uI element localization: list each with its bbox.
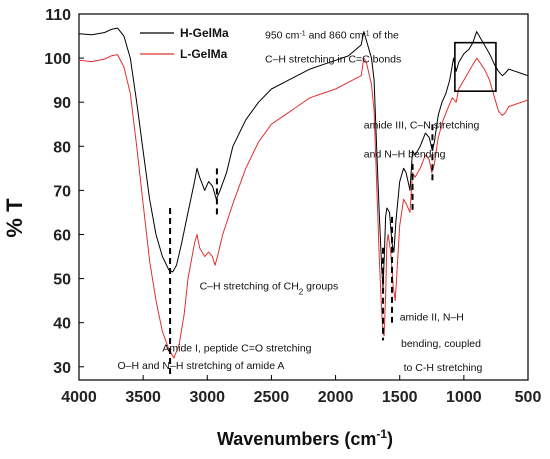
y-tick-label: 60 [53,227,71,244]
annotation-text: bending, coupled [401,338,481,350]
y-tick-label: 40 [53,316,71,333]
x-axis-title: Wavenumbers (cm-1) [217,427,393,449]
annotation-text: to C-H stretching [404,362,483,374]
x-tick-label: 1500 [382,389,418,406]
legend-label: L-GelMa [180,47,228,61]
top-annotation-line1: 950 cm-1 and 860 cm-1 of the [265,29,399,41]
highlight-box [454,41,497,92]
x-tick-label: 2000 [318,389,354,406]
annotations: O–H and N–H stretching of amide A C–H str… [117,29,497,374]
annotation-text: C–H stretching of CH2 groups [200,281,339,297]
y-axis-title: % T [2,198,27,238]
y-tick-label: 70 [53,183,71,200]
legend-label: H-GelMa [180,26,229,40]
annotation-text: amide III, C–N stretching [364,120,480,132]
y-tick-label: 110 [45,7,71,24]
y-tick-label: 90 [53,95,71,112]
x-axis: 4000 3500 3000 2500 2000 1500 1000 500 [61,375,541,406]
annotation-text: and N–H bending [364,148,446,160]
x-tick-label: 4000 [61,389,97,406]
top-annotation-line2: C–H stretching in C=C bonds [265,54,401,66]
y-tick-label: 30 [53,360,71,377]
y-tick-label: 50 [53,272,71,289]
series-line-h-gelma [78,27,529,288]
plot-frame [78,13,529,381]
peak-markers [169,124,434,376]
x-tick-label: 500 [515,389,542,406]
y-tick-label: 100 [44,51,71,68]
x-tick-label: 3500 [125,389,161,406]
x-tick-label: 3000 [189,389,225,406]
x-tick-label: 2500 [254,389,290,406]
series-lines [78,27,529,359]
annotation-text: O–H and N–H stretching of amide A [117,360,284,372]
series-line-l-gelma [78,54,529,359]
x-tick-label: 1000 [446,389,482,406]
legend: H-GelMa L-GelMa [140,26,229,61]
annotation-text: amide II, N–H [400,311,464,323]
annotation-text: Amide I, peptide C=O stretching [162,342,311,354]
y-axis: 30 40 50 60 70 80 90 100 110 [44,7,84,377]
plot-area-border [78,13,529,381]
y-tick-label: 80 [53,139,71,156]
